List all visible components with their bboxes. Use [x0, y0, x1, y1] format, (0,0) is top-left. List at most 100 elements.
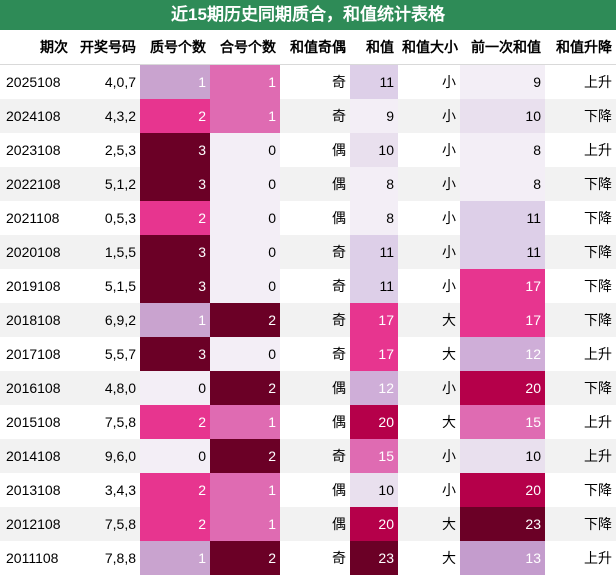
cell-composite-count: 1	[210, 405, 280, 439]
cell-sum-size: 大	[398, 541, 460, 575]
cell-sum: 11	[350, 235, 398, 269]
header-row: 期次 开奖号码 质号个数 合号个数 和值奇偶 和值 和值大小 前一次和值 和值升降	[0, 30, 616, 65]
cell-draw-numbers: 7,8,8	[72, 541, 140, 575]
cell-sum-trend: 上升	[545, 541, 616, 575]
cell-draw-numbers: 3,4,3	[72, 473, 140, 507]
column-header-composite-count: 合号个数	[210, 30, 280, 65]
cell-sum-size: 大	[398, 303, 460, 337]
cell-sum-parity: 偶	[280, 473, 350, 507]
cell-previous-sum: 10	[460, 99, 545, 133]
cell-sum: 11	[350, 64, 398, 99]
cell-draw-numbers: 4,3,2	[72, 99, 140, 133]
table-row: 2012108 7,5,8 2 1 偶 20 大 23 下降	[0, 507, 616, 541]
cell-period: 2014108	[0, 439, 72, 473]
cell-period: 2021108	[0, 201, 72, 235]
cell-prime-count: 1	[140, 303, 210, 337]
cell-sum: 10	[350, 133, 398, 167]
cell-prime-count: 2	[140, 507, 210, 541]
cell-sum-size: 小	[398, 133, 460, 167]
cell-sum: 10	[350, 473, 398, 507]
cell-sum-size: 小	[398, 99, 460, 133]
cell-sum-size: 小	[398, 371, 460, 405]
cell-period: 2016108	[0, 371, 72, 405]
cell-sum-size: 大	[398, 405, 460, 439]
cell-sum-parity: 奇	[280, 235, 350, 269]
cell-sum-trend: 下降	[545, 473, 616, 507]
table-row: 2014108 9,6,0 0 2 奇 15 小 10 上升	[0, 439, 616, 473]
cell-sum: 15	[350, 439, 398, 473]
cell-previous-sum: 20	[460, 371, 545, 405]
cell-draw-numbers: 7,5,8	[72, 507, 140, 541]
cell-sum: 9	[350, 99, 398, 133]
cell-sum-parity: 奇	[280, 337, 350, 371]
cell-sum-size: 小	[398, 201, 460, 235]
table-row: 2013108 3,4,3 2 1 偶 10 小 20 下降	[0, 473, 616, 507]
cell-prime-count: 2	[140, 473, 210, 507]
table-row: 2016108 4,8,0 0 2 偶 12 小 20 下降	[0, 371, 616, 405]
cell-prime-count: 2	[140, 201, 210, 235]
cell-previous-sum: 8	[460, 167, 545, 201]
cell-composite-count: 1	[210, 99, 280, 133]
column-header-draw-numbers: 开奖号码	[72, 30, 140, 65]
cell-sum-trend: 上升	[545, 439, 616, 473]
table-row: 2025108 4,0,7 1 1 奇 11 小 9 上升	[0, 64, 616, 99]
cell-sum: 11	[350, 269, 398, 303]
cell-draw-numbers: 6,9,2	[72, 303, 140, 337]
cell-composite-count: 2	[210, 303, 280, 337]
cell-sum-trend: 下降	[545, 235, 616, 269]
cell-prime-count: 0	[140, 439, 210, 473]
cell-sum-parity: 奇	[280, 64, 350, 99]
cell-draw-numbers: 4,0,7	[72, 64, 140, 99]
cell-previous-sum: 11	[460, 235, 545, 269]
cell-period: 2012108	[0, 507, 72, 541]
cell-sum: 20	[350, 405, 398, 439]
table-row: 2011108 7,8,8 1 2 奇 23 大 13 上升	[0, 541, 616, 575]
cell-draw-numbers: 1,5,5	[72, 235, 140, 269]
cell-draw-numbers: 5,5,7	[72, 337, 140, 371]
cell-sum-parity: 奇	[280, 303, 350, 337]
cell-period: 2015108	[0, 405, 72, 439]
cell-sum: 17	[350, 337, 398, 371]
cell-draw-numbers: 9,6,0	[72, 439, 140, 473]
cell-sum-size: 小	[398, 235, 460, 269]
column-header-prime-count: 质号个数	[140, 30, 210, 65]
cell-sum-size: 小	[398, 439, 460, 473]
cell-sum-parity: 偶	[280, 201, 350, 235]
cell-sum: 12	[350, 371, 398, 405]
cell-sum-size: 小	[398, 473, 460, 507]
cell-prime-count: 2	[140, 99, 210, 133]
cell-sum-trend: 上升	[545, 405, 616, 439]
cell-previous-sum: 12	[460, 337, 545, 371]
column-header-sum-size: 和值大小	[398, 30, 460, 65]
cell-sum-parity: 偶	[280, 371, 350, 405]
cell-composite-count: 1	[210, 473, 280, 507]
cell-composite-count: 2	[210, 439, 280, 473]
cell-prime-count: 2	[140, 405, 210, 439]
cell-composite-count: 0	[210, 337, 280, 371]
cell-previous-sum: 17	[460, 303, 545, 337]
cell-composite-count: 2	[210, 371, 280, 405]
cell-sum-trend: 上升	[545, 337, 616, 371]
cell-composite-count: 2	[210, 541, 280, 575]
cell-period: 2022108	[0, 167, 72, 201]
cell-sum-trend: 上升	[545, 64, 616, 99]
cell-sum: 20	[350, 507, 398, 541]
cell-previous-sum: 15	[460, 405, 545, 439]
cell-period: 2023108	[0, 133, 72, 167]
cell-previous-sum: 17	[460, 269, 545, 303]
cell-prime-count: 3	[140, 269, 210, 303]
table-row: 2022108 5,1,2 3 0 偶 8 小 8 下降	[0, 167, 616, 201]
cell-prime-count: 1	[140, 64, 210, 99]
cell-period: 2020108	[0, 235, 72, 269]
cell-sum-trend: 下降	[545, 371, 616, 405]
cell-sum-trend: 上升	[545, 133, 616, 167]
cell-draw-numbers: 2,5,3	[72, 133, 140, 167]
column-header-period: 期次	[0, 30, 72, 65]
cell-previous-sum: 8	[460, 133, 545, 167]
cell-sum-parity: 奇	[280, 99, 350, 133]
column-header-previous-sum: 前一次和值	[460, 30, 545, 65]
cell-draw-numbers: 4,8,0	[72, 371, 140, 405]
cell-prime-count: 0	[140, 371, 210, 405]
cell-sum-parity: 偶	[280, 405, 350, 439]
cell-sum: 23	[350, 541, 398, 575]
